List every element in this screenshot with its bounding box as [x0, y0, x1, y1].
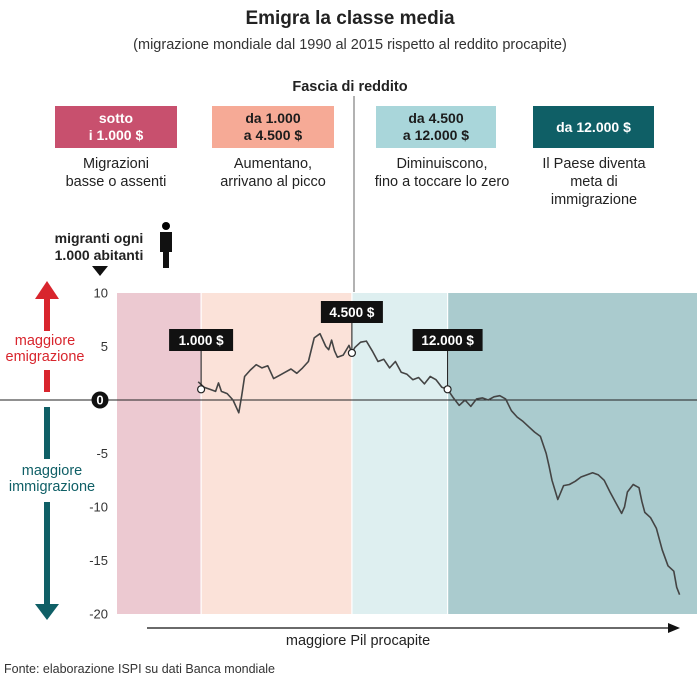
y-tick-label: -15 [89, 553, 108, 568]
down-arrow-icon [35, 407, 59, 620]
person-icon [160, 222, 172, 268]
up-arrow-head [35, 281, 59, 299]
income-band-header: Fascia di reddito [292, 79, 408, 95]
threshold-callout-label: 1.000 $ [179, 333, 225, 348]
band-background-4 [447, 293, 697, 614]
y-tick-label: 5 [101, 339, 108, 354]
pointer-triangle-icon [92, 266, 108, 276]
chart-subtitle: (migrazione mondiale dal 1990 al 2015 ri… [133, 37, 567, 53]
down-arrow-head [35, 604, 59, 620]
chart-title: Emigra la classe media [245, 8, 455, 29]
down-arrow-shaft-upper [44, 407, 50, 459]
y-axis-label: migranti ogni 1.000 abitanti [54, 230, 144, 263]
band-box-2: da 1.000 a 4.500 $ [212, 106, 334, 148]
emigration-label: maggiore emigrazione [5, 333, 85, 365]
y-tick-label: -10 [89, 500, 108, 515]
person-body [160, 232, 172, 268]
up-arrow-shaft-lower [44, 370, 50, 392]
source-note: Fonte: elaborazione ISPI su dati Banca m… [4, 662, 276, 676]
band-box-1: sotto i 1.000 $ [55, 106, 177, 148]
band-desc-2: Aumentano, arrivano al picco [220, 156, 326, 190]
y-tick-label: -20 [89, 607, 108, 622]
threshold-marker [197, 385, 206, 394]
threshold-callout-label: 12.000 $ [421, 333, 474, 348]
threshold-callout-box [412, 329, 483, 351]
threshold-callout-label: 4.500 $ [329, 305, 375, 320]
up-arrow-shaft-upper [44, 299, 50, 331]
x-axis-label: maggiore Pil procapite [286, 633, 430, 649]
band-desc-3: Diminuiscono, fino a toccare lo zero [374, 156, 510, 190]
threshold-marker [443, 385, 452, 394]
migration-series-line [197, 332, 681, 595]
y-tick-label: 10 [94, 286, 108, 301]
y-tick-label: 0 [96, 393, 103, 408]
band-desc-4: Il Paese diventa meta di immigrazione [542, 156, 646, 208]
down-arrow-shaft-lower [44, 502, 50, 606]
band-desc-1: Migrazioni basse o assenti [65, 156, 167, 190]
threshold-callout-box [169, 329, 234, 351]
band-box-4: da 12.000 $ [533, 106, 654, 148]
threshold-marker [347, 348, 356, 358]
y-tick-label: -5 [96, 446, 108, 461]
up-arrow-icon [35, 281, 59, 392]
threshold-callout-box [320, 301, 383, 323]
band-box-3: da 4.500 a 12.000 $ [376, 106, 496, 148]
person-head [162, 222, 170, 230]
immigration-label: maggiore immigrazione [8, 463, 96, 495]
zero-tick-marker [91, 391, 109, 409]
x-axis-arrow-head [668, 623, 680, 633]
